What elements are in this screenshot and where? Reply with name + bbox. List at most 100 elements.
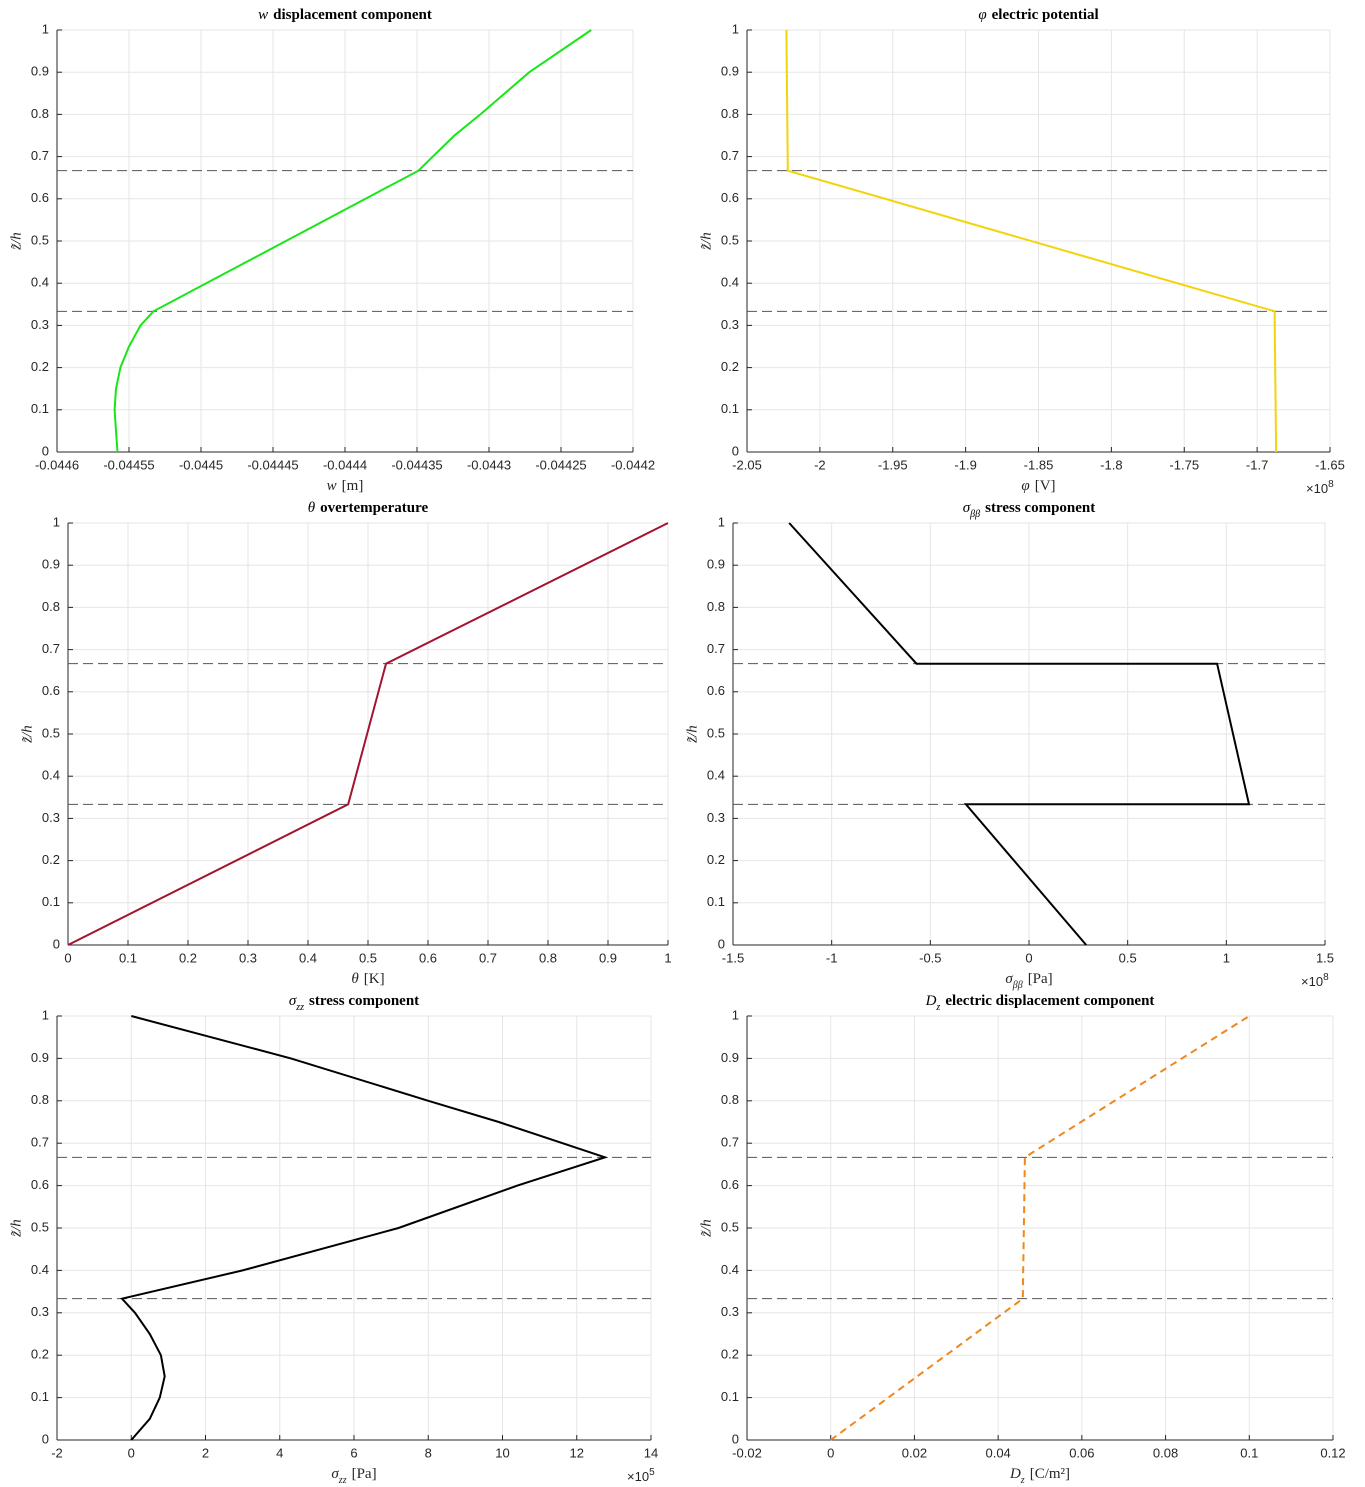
y-tick-label: 0.5 xyxy=(31,232,49,247)
y-tick-label: 0.5 xyxy=(31,1219,49,1234)
x-axis-label-symbol: σ xyxy=(1005,971,1013,987)
x-tick-label: -2 xyxy=(51,1445,63,1460)
x-axis-label-symbol: w xyxy=(327,478,337,494)
x-axis-label-symbol: D xyxy=(1009,1466,1021,1482)
y-tick-label: 0.9 xyxy=(31,64,49,79)
x-axis-label-text: [m] xyxy=(342,478,364,494)
x-tick-label: -0.04435 xyxy=(391,457,442,472)
y-tick-label: 0 xyxy=(732,1431,739,1446)
y-tick-label: 0.7 xyxy=(31,1135,49,1150)
y-tick-label: 0.5 xyxy=(42,725,60,740)
x-tick-label: 4 xyxy=(276,1445,283,1460)
subplot-title-sub: z xyxy=(935,1002,940,1013)
x-tick-label: 14 xyxy=(644,1445,658,1460)
y-tick-label: 1 xyxy=(732,21,739,36)
x-axis-label-symbol: φ xyxy=(1021,478,1029,494)
subplot: -0.0446 -0.04455 -0.0445 -0.04445 -0.0444 -0.… xyxy=(8,7,655,494)
subplot-title-sub: ββ xyxy=(969,509,980,520)
y-tick-label: 0.6 xyxy=(707,683,725,698)
x-tick-label: -1.75 xyxy=(1169,457,1199,472)
x-tick-label: -2 xyxy=(814,457,826,472)
y-tick-label: 0.5 xyxy=(721,1219,739,1234)
x-exponent-power: 5 xyxy=(649,1467,655,1478)
x-tick-label: 0.02 xyxy=(902,1445,927,1460)
subplot-title-text: stress component xyxy=(985,500,1095,516)
y-tick-label: 0.7 xyxy=(707,641,725,656)
y-tick-label: 0.3 xyxy=(31,317,49,332)
subplot: -1.5 -1 -0.5 0 0.5 1 1.5 0 0.1 0.2 0.3 0.4 0.5 0.6 0.7… xyxy=(684,500,1334,990)
y-tick-label: 0 xyxy=(718,936,725,951)
y-tick-label: 0.8 xyxy=(707,599,725,614)
y-tick-label: 0.1 xyxy=(707,894,725,909)
subplot-title: φ electric potential xyxy=(978,7,1098,23)
subplot-title-symbol: w xyxy=(258,7,268,23)
x-exponent: ×105 xyxy=(627,1467,655,1485)
x-tick-label: 0.9 xyxy=(599,950,617,965)
y-tick-label: 0.2 xyxy=(721,1347,739,1362)
subplot-title: θ overtemperature xyxy=(308,500,429,516)
x-tick-label: 0.04 xyxy=(985,1445,1010,1460)
y-tick-label: 0.4 xyxy=(721,1262,739,1277)
subplot: 0 0.1 0.2 0.3 0.4 0.5 0.6 0.7 0.8 0.9 1 0 0.1 0.2 0.3 0… xyxy=(19,500,671,987)
x-tick-label: 8 xyxy=(425,1445,432,1460)
y-tick-label: 0.4 xyxy=(31,275,49,290)
y-tick-label: 0.4 xyxy=(707,768,725,783)
subplot-title-text: electric displacement component xyxy=(945,993,1154,1009)
x-tick-label: -0.0446 xyxy=(35,457,79,472)
y-tick-label: 1 xyxy=(732,1007,739,1022)
x-tick-label: -1.85 xyxy=(1024,457,1054,472)
data-line xyxy=(120,1015,609,1441)
y-tick-label: 0.8 xyxy=(31,106,49,121)
y-tick-label: 0.7 xyxy=(721,148,739,163)
y-axis-label: z̃/h xyxy=(684,725,700,744)
x-tick-label: -1.8 xyxy=(1100,457,1122,472)
x-tick-label: -0.0444 xyxy=(323,457,367,472)
x-tick-label: -0.02 xyxy=(732,1445,762,1460)
x-tick-label: 2 xyxy=(202,1445,209,1460)
subplot-title: Dz electric displacement component xyxy=(925,993,1155,1012)
y-tick-label: 0.1 xyxy=(721,401,739,416)
y-tick-label: 0.6 xyxy=(31,190,49,205)
x-tick-label: 0.5 xyxy=(359,950,377,965)
y-axis-label: z̃/h xyxy=(19,725,35,744)
x-tick-label: -0.5 xyxy=(919,950,941,965)
x-tick-label: 1 xyxy=(1223,950,1230,965)
y-tick-label: 0.4 xyxy=(42,768,60,783)
subplot-title: σββ stress component xyxy=(963,500,1096,519)
x-tick-label: -1.5 xyxy=(722,950,744,965)
x-exponent: ×108 xyxy=(1301,972,1329,990)
y-tick-label: 0.9 xyxy=(721,64,739,79)
x-axis-label: φ [V] xyxy=(1021,478,1055,494)
y-tick-label: 0.2 xyxy=(42,852,60,867)
x-axis-label: w [m] xyxy=(327,478,364,494)
y-tick-label: 0.5 xyxy=(721,232,739,247)
y-axis-label: z̃/h xyxy=(8,232,24,251)
x-exponent-power: 8 xyxy=(1323,972,1329,983)
y-tick-label: 0.8 xyxy=(721,1092,739,1107)
x-tick-label: 0.6 xyxy=(419,950,437,965)
x-tick-label: 1.5 xyxy=(1316,950,1334,965)
x-tick-label: 0 xyxy=(1025,950,1032,965)
y-tick-label: 1 xyxy=(42,1007,49,1022)
x-tick-label: -1.9 xyxy=(954,457,976,472)
x-axis-label-sub: z xyxy=(1020,1475,1025,1486)
subplot-title-symbol: D xyxy=(925,993,937,1009)
y-tick-label: 0 xyxy=(53,936,60,951)
subplot-title-symbol: φ xyxy=(978,7,986,23)
y-tick-label: 0.8 xyxy=(721,106,739,121)
y-axis-label: z̃/h xyxy=(698,232,714,251)
x-tick-label: -0.0445 xyxy=(179,457,223,472)
data-line xyxy=(788,522,1251,946)
x-exponent-power: 8 xyxy=(1328,479,1334,490)
subplot-title-symbol: θ xyxy=(308,500,316,516)
y-tick-label: 0.6 xyxy=(721,190,739,205)
y-tick-label: 0.6 xyxy=(42,683,60,698)
y-tick-label: 0.9 xyxy=(721,1050,739,1065)
x-tick-label: 0.12 xyxy=(1320,1445,1345,1460)
y-tick-label: 0.5 xyxy=(707,725,725,740)
y-axis-label: z̃/h xyxy=(698,1219,714,1238)
subplot-title-text: displacement component xyxy=(273,7,432,23)
x-axis-label-sub: zz xyxy=(338,1475,347,1486)
y-tick-label: 0.9 xyxy=(31,1050,49,1065)
x-tick-label: -0.0442 xyxy=(611,457,655,472)
